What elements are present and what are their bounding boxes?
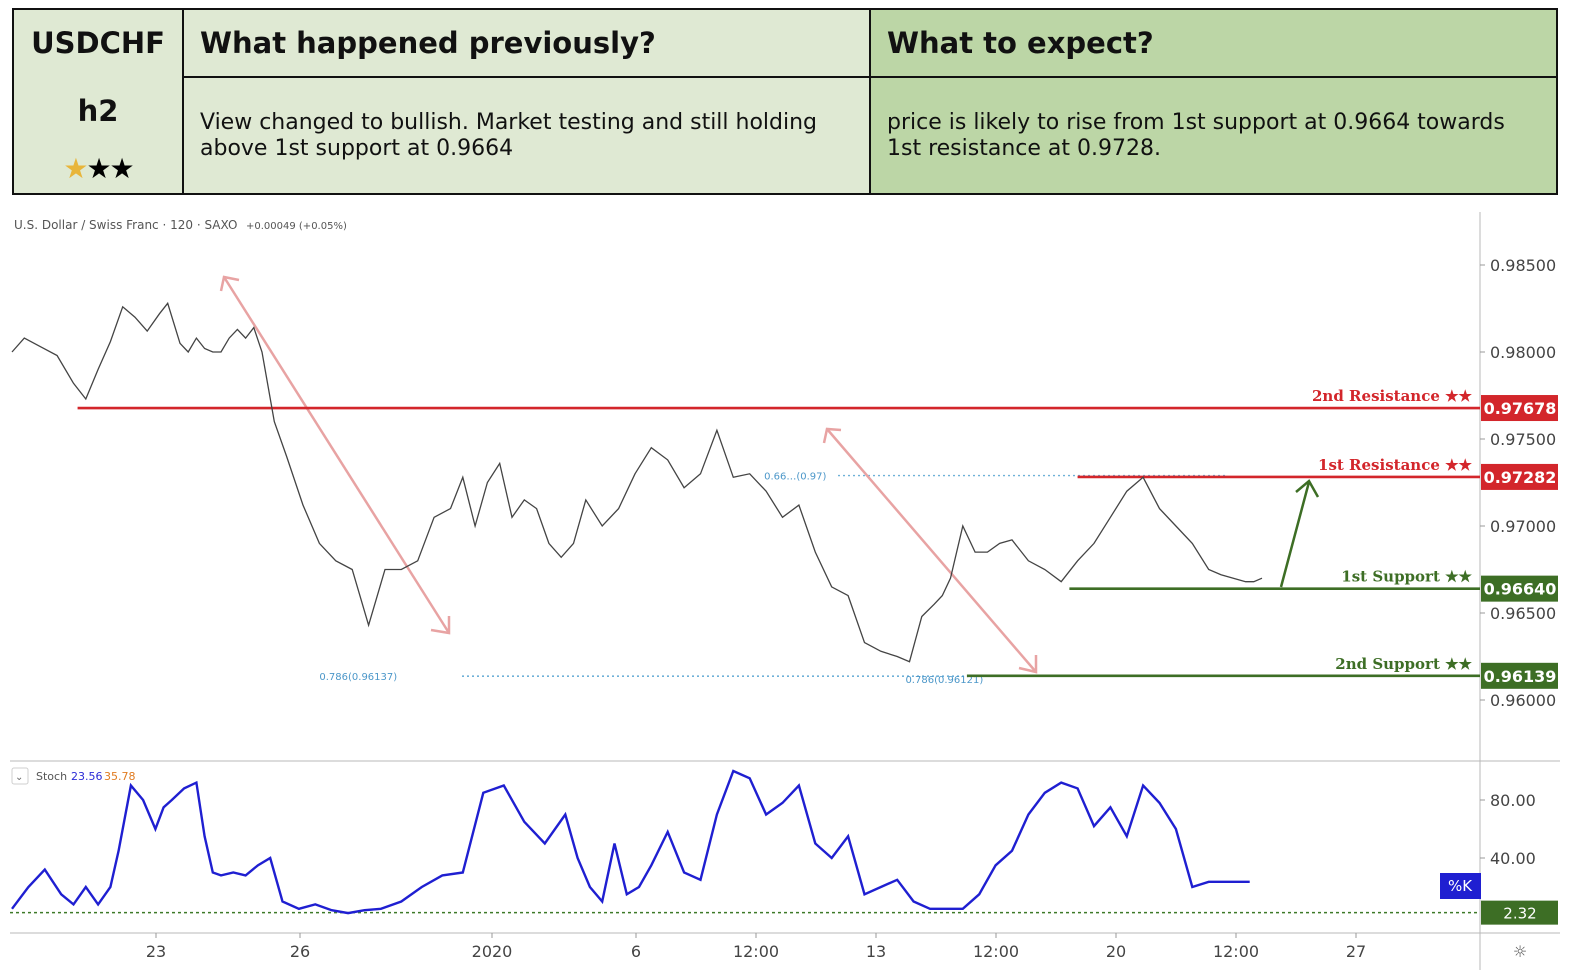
star-rating: ★★★ [14, 152, 182, 185]
bullish-arrow [1279, 481, 1311, 588]
previous-text: View changed to bullish. Market testing … [200, 110, 818, 161]
time-tick-label: 20 [1106, 942, 1126, 961]
level-price-tag-text-0: 0.97678 [1484, 399, 1557, 418]
symbol-cell: USDCHF h2 ★★★ [12, 8, 184, 195]
level-price-tag-3 [1481, 662, 1558, 689]
previous-title: What happened previously? [200, 26, 656, 60]
fib-mid-label: 0.66…(0.97) [764, 472, 826, 483]
empty-star-icon: ★ [86, 152, 111, 185]
time-tick-label: 6 [631, 942, 641, 961]
level-price-tag-text-2: 0.96640 [1484, 580, 1557, 599]
fib-level-label: 0.786(0.96121) [905, 675, 983, 686]
stoch-d-value: 35.78 [104, 770, 136, 783]
time-tick-label: 23 [146, 942, 166, 961]
time-tick-label: 26 [290, 942, 310, 961]
stoch-tick-label: 40.00 [1490, 849, 1536, 868]
expect-body-cell: price is likely to rise from 1st support… [869, 76, 1558, 195]
price-tick-label: 0.96500 [1490, 604, 1556, 623]
level-price-tag-0 [1481, 395, 1558, 422]
arrow-head-icon [219, 275, 240, 292]
expect-text: price is likely to rise from 1st support… [887, 110, 1505, 161]
pattern-arrow-2 [826, 428, 1037, 673]
instrument-label: U.S. Dollar / Swiss Franc · 120 · SAXO [14, 218, 237, 232]
symbol-label: USDCHF [31, 26, 165, 60]
level-label-2: 1st Support ★★ [1341, 568, 1472, 586]
chevron-down-icon: ⌄ [15, 772, 23, 783]
stoch-level-tag [1481, 900, 1558, 925]
stoch-tick-label: 80.00 [1490, 791, 1536, 810]
time-tick-label: 13 [866, 942, 886, 961]
price-tick-label: 0.97500 [1490, 430, 1556, 449]
stoch-k-line [11, 769, 1250, 915]
level-price-tag-text-3: 0.96139 [1484, 667, 1557, 686]
price-tick-label: 0.98000 [1490, 343, 1556, 362]
filled-star-icon: ★ [63, 152, 88, 185]
level-price-tag-1 [1481, 463, 1558, 490]
price-tick-label: 0.96000 [1490, 691, 1556, 710]
stoch-level-tag-text: 2.32 [1503, 905, 1536, 923]
stoch-label: Stoch [36, 770, 67, 783]
pattern-arrows [219, 275, 1320, 674]
fib-level-label: 0.786(0.96137) [319, 672, 397, 683]
previous-header-cell: What happened previously? [182, 8, 871, 78]
time-tick-label: 12:00 [1213, 942, 1259, 961]
level-price-tag-text-1: 0.97282 [1484, 468, 1557, 487]
empty-star-icon: ★ [109, 152, 135, 185]
level-price-tag-2 [1481, 575, 1558, 602]
change-label: +0.00049 (+0.05%) [246, 221, 347, 232]
arrow-head-icon [822, 427, 842, 444]
pattern-arrow-1 [222, 276, 451, 634]
expect-title: What to expect? [887, 26, 1154, 60]
previous-body-cell: View changed to bullish. Market testing … [182, 76, 871, 195]
stoch-k-value: 23.56 [71, 770, 103, 783]
time-tick-label: 12:00 [733, 942, 779, 961]
price-chart[interactable]: U.S. Dollar / Swiss Franc · 120 · SAXO +… [0, 200, 1582, 980]
level-label-1: 1st Resistance ★★ [1318, 456, 1473, 474]
time-tick-label: 2020 [472, 942, 513, 961]
arrow-head-icon [1018, 655, 1038, 674]
arrow-head-icon [430, 616, 451, 635]
price-tick-label: 0.98500 [1490, 256, 1556, 275]
price-tick-label: 0.97000 [1490, 517, 1556, 536]
timeframe-label: h2 [77, 94, 119, 128]
time-tick-label: 27 [1346, 942, 1366, 961]
expect-header-cell: What to expect? [869, 8, 1558, 78]
collapse-toggle[interactable] [11, 767, 29, 785]
arrow-head-icon [1295, 479, 1320, 498]
level-label-3: 2nd Support ★★ [1335, 655, 1472, 673]
analysis-header: USDCHF h2 ★★★ What happened previously? … [12, 8, 1558, 195]
settings-gear-icon[interactable]: ☼ [1513, 942, 1527, 961]
stoch-k-tag [1440, 873, 1481, 899]
level-label-0: 2nd Resistance ★★ [1312, 387, 1473, 405]
stoch-k-tag-text: %K [1448, 877, 1473, 895]
price-series-line [11, 301, 1263, 663]
time-tick-label: 12:00 [973, 942, 1019, 961]
